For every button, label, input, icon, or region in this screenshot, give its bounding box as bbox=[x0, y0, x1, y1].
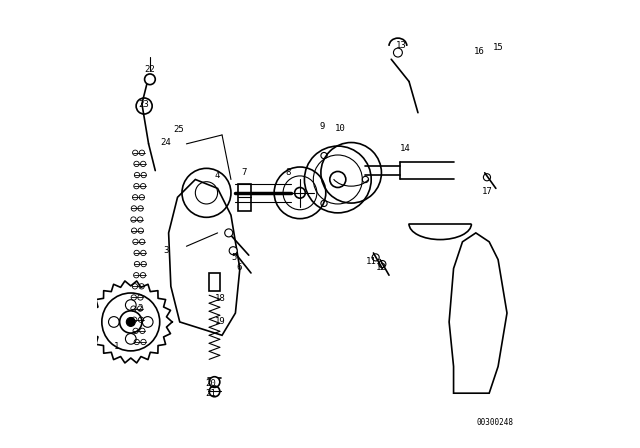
Text: 1: 1 bbox=[113, 342, 119, 351]
Text: 00300248: 00300248 bbox=[477, 418, 514, 426]
Text: 17: 17 bbox=[481, 187, 492, 196]
Text: 13: 13 bbox=[396, 40, 406, 50]
Text: 14: 14 bbox=[400, 144, 411, 153]
Text: 10: 10 bbox=[335, 124, 346, 133]
Text: 24: 24 bbox=[160, 138, 171, 147]
Circle shape bbox=[225, 229, 233, 237]
Text: 15: 15 bbox=[493, 43, 504, 52]
Text: 7: 7 bbox=[242, 168, 247, 177]
Text: 11: 11 bbox=[366, 257, 376, 267]
Text: 9: 9 bbox=[319, 121, 325, 130]
Text: 25: 25 bbox=[173, 125, 184, 134]
Circle shape bbox=[126, 318, 135, 327]
Text: 6: 6 bbox=[236, 263, 242, 272]
Text: 12: 12 bbox=[376, 263, 387, 272]
Text: 8: 8 bbox=[285, 168, 291, 177]
Text: 18: 18 bbox=[215, 294, 226, 303]
Text: 20: 20 bbox=[205, 379, 216, 388]
Text: 4: 4 bbox=[215, 171, 220, 180]
Bar bbox=[237, 184, 251, 211]
Text: 21: 21 bbox=[205, 389, 216, 398]
Circle shape bbox=[209, 377, 220, 388]
Bar bbox=[209, 273, 220, 291]
Text: 19: 19 bbox=[215, 317, 226, 326]
Text: 23: 23 bbox=[139, 100, 150, 109]
Text: 3: 3 bbox=[164, 246, 169, 255]
Text: 5: 5 bbox=[232, 253, 237, 262]
Text: 22: 22 bbox=[145, 65, 156, 73]
Text: 16: 16 bbox=[474, 47, 484, 56]
Circle shape bbox=[229, 247, 237, 255]
Text: 2: 2 bbox=[137, 304, 142, 313]
Circle shape bbox=[145, 74, 156, 85]
